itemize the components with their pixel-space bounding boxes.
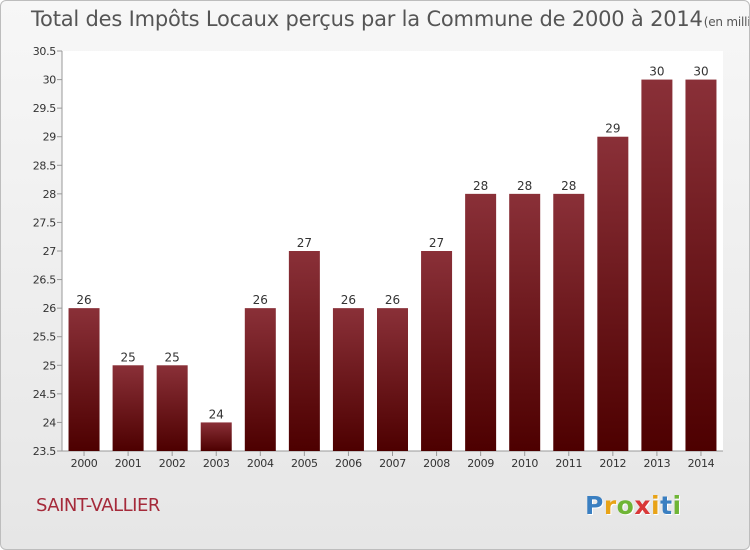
y-tick-label: 25 [43, 359, 57, 372]
x-tick-label: 2003 [203, 457, 230, 470]
bar [156, 365, 188, 451]
commune-name: SAINT-VALLIER [36, 495, 160, 516]
data-label: 27 [429, 236, 444, 250]
x-tick-label: 2004 [247, 457, 274, 470]
data-label: 29 [605, 122, 620, 136]
y-tick-label: 23.5 [33, 445, 57, 458]
y-tick-label: 29 [43, 131, 57, 144]
data-label: 30 [693, 65, 708, 79]
x-tick-label: 2011 [555, 457, 582, 470]
proxiti-logo: Proxiti [585, 491, 682, 520]
data-label: 26 [385, 293, 400, 307]
x-tick-label: 2006 [335, 457, 362, 470]
x-tick-label: 2010 [511, 457, 538, 470]
bar [244, 308, 276, 451]
y-tick-label: 26 [43, 302, 57, 315]
data-label: 28 [517, 179, 532, 193]
bar [377, 308, 408, 451]
y-tick-label: 28.5 [33, 159, 57, 172]
chart-title: Total des Impôts Locaux perçus par la Co… [31, 7, 749, 31]
logo-letter: t [660, 491, 673, 520]
y-tick-label: 26.5 [33, 274, 57, 287]
bar [553, 193, 585, 451]
bar [685, 79, 717, 452]
logo-letter: r [603, 491, 617, 520]
data-label: 26 [253, 293, 268, 307]
data-label: 30 [649, 65, 664, 79]
y-tick-label: 30 [43, 74, 57, 87]
logo-letter: o [616, 491, 635, 520]
bar [332, 308, 364, 451]
y-tick-label: 24 [43, 416, 57, 429]
bar [288, 251, 320, 451]
data-label: 27 [297, 236, 312, 250]
y-tick-label: 28 [43, 188, 57, 201]
unit-note: (en milliers d'€) [703, 15, 749, 29]
bar [421, 251, 453, 451]
bar [200, 422, 232, 451]
bar [112, 365, 144, 451]
logo-letter: x [634, 491, 651, 520]
y-tick-label: 25.5 [33, 331, 57, 344]
x-tick-label: 2005 [291, 457, 318, 470]
y-tick-label: 30.5 [33, 45, 57, 58]
x-tick-label: 2007 [379, 457, 406, 470]
data-label: 28 [473, 179, 488, 193]
logo-letter: i [651, 491, 661, 520]
data-label: 25 [120, 350, 135, 364]
x-tick-label: 2013 [644, 457, 671, 470]
bar [597, 136, 629, 451]
data-label: 26 [341, 293, 356, 307]
y-tick-label: 27 [43, 245, 57, 258]
bar [509, 193, 541, 451]
data-label: 25 [165, 350, 180, 364]
bar [68, 308, 100, 451]
x-tick-label: 2000 [71, 457, 98, 470]
data-label: 26 [76, 293, 91, 307]
x-tick-label: 2002 [159, 457, 186, 470]
y-tick-label: 29.5 [33, 102, 57, 115]
y-tick-label: 27.5 [33, 216, 57, 229]
x-tick-label: 2014 [688, 457, 715, 470]
x-tick-label: 2008 [423, 457, 450, 470]
x-tick-label: 2001 [115, 457, 142, 470]
data-label: 24 [209, 407, 224, 421]
logo-letter: i [672, 491, 682, 520]
y-tick-label: 24.5 [33, 388, 57, 401]
x-tick-label: 2012 [599, 457, 626, 470]
x-tick-label: 2009 [467, 457, 494, 470]
bar [641, 79, 673, 452]
bar [465, 193, 497, 451]
logo-letter: P [585, 491, 604, 520]
data-label: 28 [561, 179, 576, 193]
